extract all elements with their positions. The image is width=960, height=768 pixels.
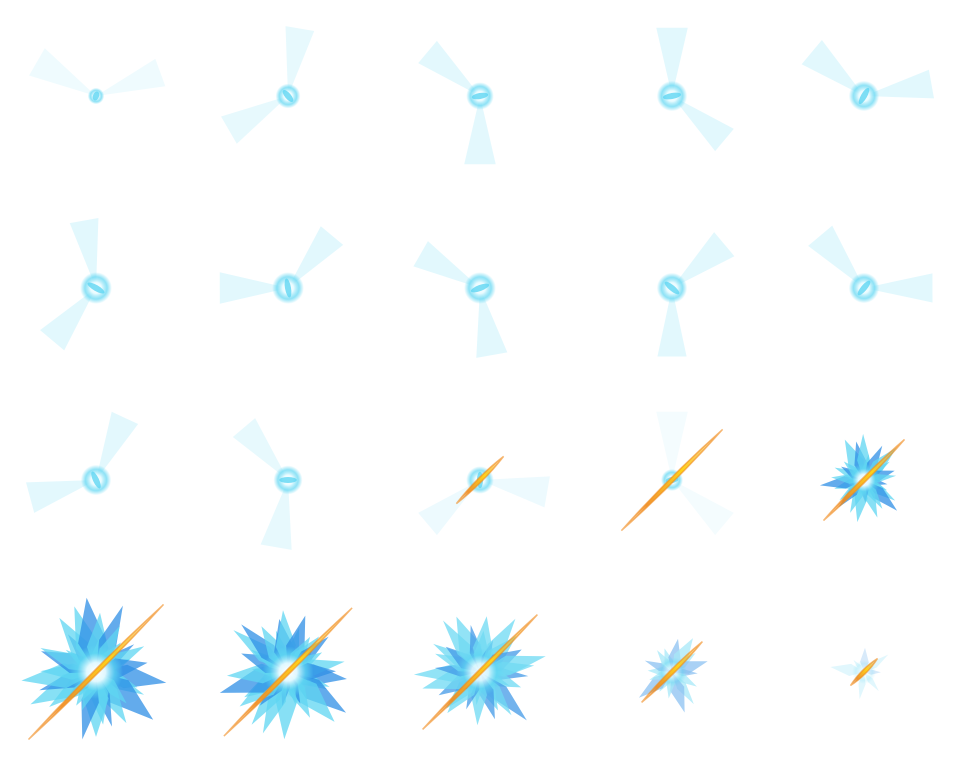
sprite-frame-9 — [576, 192, 768, 384]
light-wedges — [596, 202, 750, 359]
fire-beam — [849, 657, 879, 687]
sprite-frame-10-art — [778, 210, 935, 364]
fire-beam — [455, 455, 505, 505]
sprite-frame-15 — [768, 384, 960, 576]
light-wedges — [12, 212, 163, 372]
sprite-frame-11-art — [26, 395, 182, 565]
light-wedges — [586, 411, 758, 565]
sprite-frame-12 — [192, 384, 384, 576]
sprite-frame-13-art — [394, 396, 550, 564]
core-streak — [858, 87, 870, 105]
sprite-frame-7 — [192, 192, 384, 384]
light-wedges — [394, 11, 566, 165]
sprite-frame-2 — [192, 0, 384, 192]
light-wedges — [394, 202, 566, 358]
sprite-frame-11 — [0, 384, 192, 576]
sprite-frame-18-art — [413, 614, 546, 730]
fire-beam — [223, 607, 353, 737]
sprite-frame-1-art — [16, 10, 178, 169]
fire-beam — [641, 641, 703, 703]
core-streak — [662, 92, 682, 100]
light-wedges — [780, 12, 940, 163]
sprite-frame-20 — [768, 576, 960, 768]
light-wedges — [394, 396, 550, 564]
core-streak — [471, 92, 489, 100]
fire-beam — [620, 428, 724, 532]
sprite-frame-5-art — [780, 12, 940, 163]
sprite-frame-2-art — [217, 18, 370, 182]
core-streak — [664, 281, 680, 295]
sprite-frame-17 — [192, 576, 384, 768]
sprite-frame-16 — [0, 576, 192, 768]
sprite-frame-4 — [576, 0, 768, 192]
sprite-frame-13 — [384, 384, 576, 576]
sprite-frame-1 — [0, 0, 192, 192]
sprite-frame-16-art — [21, 597, 167, 741]
sprite-frame-6 — [0, 192, 192, 384]
sprite-frame-14-art — [586, 411, 758, 565]
sprite-frame-4-art — [586, 27, 758, 181]
core-streak — [92, 91, 100, 101]
fire-beam — [422, 614, 538, 730]
light-wedges — [204, 394, 372, 550]
sprite-frame-15-art — [819, 433, 906, 523]
core-streak — [279, 477, 297, 483]
sprite-frame-18 — [384, 576, 576, 768]
sprite-frame-8 — [384, 192, 576, 384]
core-streak — [91, 471, 101, 489]
core-streak — [857, 280, 871, 296]
sprite-frame-9-art — [596, 202, 750, 359]
sprite-frame-5 — [768, 0, 960, 192]
light-wedges — [778, 210, 935, 364]
sprite-frame-20-art — [830, 647, 889, 700]
core-streak — [87, 282, 105, 294]
core-streak — [470, 283, 490, 293]
fire-beam — [822, 438, 906, 522]
sprite-frame-3-art — [394, 11, 566, 165]
light-wedges — [219, 202, 373, 374]
sprite-frame-12-art — [204, 394, 372, 550]
sprite-frame-14 — [576, 384, 768, 576]
core-streak — [282, 90, 294, 102]
sprite-frame-19 — [576, 576, 768, 768]
core-streak — [284, 278, 292, 298]
light-wedges — [26, 395, 182, 565]
light-wedges — [586, 27, 758, 181]
fire-beam — [27, 603, 165, 741]
sprite-frame-10 — [768, 192, 960, 384]
sprite-frame-3 — [384, 0, 576, 192]
sprite-frame-8-art — [394, 202, 566, 358]
sprite-frame-17-art — [219, 607, 353, 740]
light-wedges — [16, 10, 178, 169]
light-wedges — [217, 18, 370, 182]
sprite-frame-7-art — [219, 202, 373, 374]
sprite-frame-19-art — [638, 638, 708, 713]
sprite-frame-6-art — [12, 212, 163, 372]
